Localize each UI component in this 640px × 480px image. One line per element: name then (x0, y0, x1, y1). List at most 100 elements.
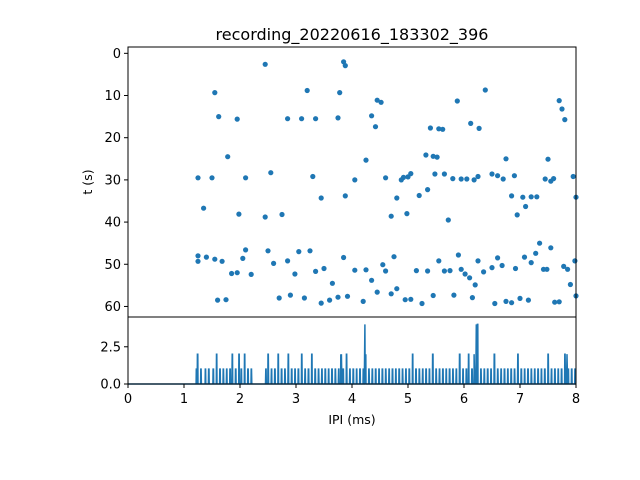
scatter-point (265, 248, 271, 254)
scatter-point (475, 173, 481, 180)
scatter-point (363, 157, 369, 163)
scatter-point (212, 90, 218, 96)
scatter-point (285, 258, 291, 264)
scatter-y-ticks: 0 10 20 30 40 50 60 (104, 47, 128, 315)
y-tick-label: 60 (104, 300, 121, 315)
scatter-point (517, 295, 523, 301)
scatter-point (229, 270, 235, 277)
scatter-point (236, 211, 242, 217)
scatter-point (400, 174, 407, 180)
scatter-point (413, 268, 419, 274)
scatter-point (430, 292, 436, 299)
scatter-point (201, 205, 207, 211)
scatter-point (279, 211, 285, 218)
histogram-x-ticks: 0 1 2 3 4 5 6 7 8 (124, 384, 580, 407)
scatter-point (481, 269, 487, 275)
scatter-point (572, 258, 578, 264)
scatter-point (276, 295, 282, 301)
scatter-point (471, 177, 477, 183)
scatter-point (271, 260, 277, 266)
scatter-point (509, 300, 515, 306)
scatter-y-axis-label: t (s) (80, 169, 95, 194)
scatter-point (561, 263, 567, 269)
scatter-point (352, 267, 358, 273)
scatter-point (419, 300, 425, 307)
x-tick-label: 6 (460, 392, 468, 407)
scatter-point (307, 248, 313, 254)
scatter-point (450, 176, 456, 182)
scatter-point (342, 193, 348, 199)
scatter-point (512, 265, 519, 272)
scatter-point (455, 252, 461, 258)
y-tick-label: 2.5 (100, 340, 121, 355)
scatter-point (451, 292, 457, 298)
scatter-point (427, 125, 433, 131)
scatter-point (268, 170, 274, 176)
scatter-point (489, 265, 495, 271)
scatter-point (500, 176, 506, 182)
scatter-point (545, 156, 551, 162)
scatter-point (523, 203, 529, 210)
scatter-point (369, 113, 375, 119)
scatter-point (394, 195, 400, 201)
scatter-point (467, 275, 473, 281)
scatter-point (499, 262, 505, 269)
scatter-point (299, 116, 305, 122)
scatter-point (391, 254, 397, 260)
scatter-point (195, 175, 201, 181)
scatter-point (344, 293, 351, 299)
scatter-point (520, 194, 526, 200)
scatter-point (528, 260, 534, 266)
scatter-point (388, 213, 394, 219)
scatter-point (219, 258, 225, 264)
scatter-point (495, 173, 501, 179)
y-tick-label: 20 (104, 131, 121, 146)
scatter-point (342, 63, 348, 69)
scatter-point (374, 97, 380, 103)
scatter-point (436, 258, 442, 264)
scatter-point (335, 294, 341, 300)
y-tick-label: 40 (104, 216, 121, 231)
scatter-point (458, 266, 464, 272)
scatter-point (195, 253, 201, 259)
scatter-point (542, 176, 548, 182)
x-tick-label: 7 (516, 392, 524, 407)
scatter-point (552, 299, 558, 305)
scatter-point (195, 258, 201, 264)
scatter-point (434, 154, 440, 160)
scatter-point (445, 217, 451, 223)
x-tick-label: 3 (292, 392, 300, 407)
scatter-point (318, 195, 324, 201)
scatter-point (495, 255, 501, 261)
scatter-point (537, 240, 543, 246)
scatter-point (468, 120, 474, 126)
scatter-point (337, 90, 343, 96)
y-tick-label: 10 (104, 89, 121, 104)
scatter-point (425, 187, 431, 193)
y-tick-label: 0.0 (100, 378, 121, 393)
y-tick-label: 30 (104, 173, 121, 188)
scatter-point (216, 114, 222, 120)
scatter-point (475, 258, 481, 264)
scatter-point (425, 268, 431, 274)
scatter-point (503, 298, 509, 304)
x-axis-label: IPI (ms) (328, 412, 375, 427)
scatter-point (234, 270, 240, 276)
scatter-point (503, 156, 509, 162)
x-tick-label: 1 (180, 392, 188, 407)
scatter-point (394, 286, 400, 292)
scatter-point (416, 192, 422, 199)
scatter-point (380, 262, 386, 268)
scatter-point (212, 256, 218, 262)
scatter-point (374, 289, 380, 295)
scatter-point (369, 277, 375, 283)
scatter-point (313, 268, 319, 274)
scatter-point (383, 175, 389, 181)
scatter-point (287, 292, 293, 298)
scatter-point (234, 116, 240, 122)
scatter-point (304, 87, 310, 94)
scatter-point (440, 126, 446, 132)
scatter-point (335, 115, 341, 121)
